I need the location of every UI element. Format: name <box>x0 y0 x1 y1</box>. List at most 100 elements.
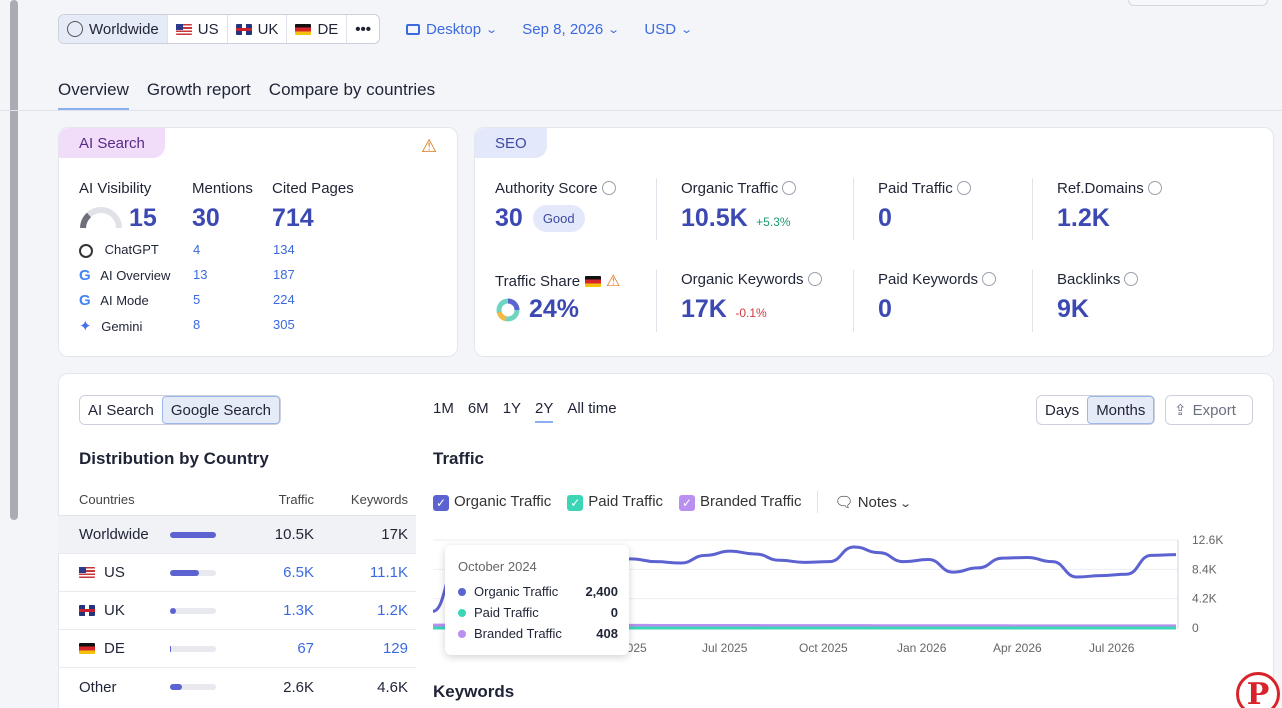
chevron-down-icon: ⌄ <box>899 498 913 510</box>
legend-organic-traffic[interactable]: ✓ Organic Traffic <box>433 493 551 511</box>
divider <box>853 270 854 332</box>
info-globe-icon <box>782 181 797 196</box>
x-tick-label: Oct 2025 <box>799 641 848 655</box>
traffic-share-bar <box>170 531 216 538</box>
organic-traffic-label: Organic Traffic <box>681 180 797 197</box>
period-all-time[interactable]: All time <box>567 400 617 417</box>
y-tick-label: 12.6K <box>1192 533 1223 547</box>
region-us[interactable]: US <box>168 15 228 43</box>
traffic-share-label: Traffic Share ⚠ <box>495 272 621 291</box>
paid-traffic-value[interactable]: 0 <box>878 204 892 232</box>
info-globe-icon <box>956 181 971 196</box>
ai-search-card: AI Search ⚠ AI Visibility Mentions Cited… <box>58 127 458 357</box>
traffic-title: Traffic <box>433 449 485 468</box>
chevron-down-icon: ⌄ <box>680 23 694 36</box>
ai-search-pill: AI Search <box>59 128 165 158</box>
organic-keywords-label: Organic Keywords <box>681 271 822 288</box>
gemini-icon: ✦ <box>79 318 92 335</box>
de-flag-icon <box>585 275 602 287</box>
table-row[interactable]: UK 1.3K 1.2K <box>58 592 416 630</box>
y-tick-label: 8.4K <box>1192 562 1217 576</box>
backlinks-value[interactable]: 9K <box>1057 295 1089 323</box>
globe-icon <box>67 21 83 37</box>
pinterest-logo[interactable]: P <box>1236 672 1280 708</box>
export-button[interactable]: ⇪ Export <box>1165 395 1253 425</box>
y-tick-label: 4.2K <box>1192 592 1217 606</box>
divider <box>656 178 657 240</box>
tab-overview[interactable]: Overview <box>58 80 129 111</box>
monitor-icon <box>406 23 421 35</box>
tab-growth-report[interactable]: Growth report <box>146 80 251 99</box>
checkbox-checked-icon: ✓ <box>679 494 696 511</box>
divider <box>817 491 819 513</box>
paid-keywords-value[interactable]: 0 <box>878 295 892 323</box>
paid-traffic-label: Paid Traffic <box>878 180 971 197</box>
tooltip-title: October 2024 <box>458 559 537 574</box>
table-header: Countries Traffic Keywords <box>58 480 416 516</box>
region-de[interactable]: DE <box>287 15 348 43</box>
warning-icon[interactable]: ⚠ <box>421 136 438 156</box>
mentions-value[interactable]: 30 <box>192 204 220 232</box>
comment-icon: 🗨 <box>834 494 854 511</box>
us-flag-icon <box>175 23 192 35</box>
distribution-title: Distribution by Country <box>79 449 269 468</box>
ai-visibility-value[interactable]: 15 <box>129 204 157 232</box>
top-right-button[interactable] <box>1128 0 1268 6</box>
donut-chart-icon <box>496 298 520 321</box>
cited-pages-value[interactable]: 714 <box>272 204 314 232</box>
ai-row-ai-mode: G AI Mode 5 224 <box>79 292 295 309</box>
paid-keywords-label: Paid Keywords <box>878 271 997 288</box>
warning-icon[interactable]: ⚠ <box>606 273 621 290</box>
legend-branded-traffic[interactable]: ✓ Branded Traffic <box>679 493 801 511</box>
granularity-days[interactable]: Days <box>1045 401 1080 419</box>
organic-keywords-row: 17K -0.1% <box>681 295 767 323</box>
x-tick-label: Jan 2026 <box>897 641 947 655</box>
period-1m[interactable]: 1M <box>433 400 454 417</box>
chatgpt-icon <box>79 243 93 258</box>
traffic-share-bar <box>170 684 216 690</box>
more-regions-button[interactable]: ••• <box>355 20 372 38</box>
source-toggle: AI Search Google Search <box>79 395 281 425</box>
table-row[interactable]: Other 2.6K 4.6K <box>79 678 408 696</box>
chart-tooltip: October 2024 Organic Traffic 2,400 Paid … <box>445 545 629 655</box>
chart-legend: ✓ Organic Traffic ✓ Paid Traffic ✓ Branded … <box>433 491 913 513</box>
period-6m[interactable]: 6M <box>467 400 489 417</box>
period-1y[interactable]: 1Y <box>502 400 522 417</box>
tab-compare-by-countries[interactable]: Compare by countries <box>268 80 436 99</box>
de-flag-icon <box>295 23 312 35</box>
legend-paid-traffic[interactable]: ✓ Paid Traffic <box>567 493 663 511</box>
traffic-share-row: 24% <box>495 295 579 324</box>
backlinks-label: Backlinks <box>1057 271 1139 288</box>
export-icon: ⇪ <box>1174 402 1187 419</box>
filter-bar: Worldwide US UK DE ••• Desktop ⌄ Sep 8, … <box>58 14 694 44</box>
source-ai-search[interactable]: AI Search <box>88 401 154 419</box>
mentions-label: Mentions <box>192 180 253 197</box>
table-row[interactable]: US 6.5K 11.1K <box>58 554 416 592</box>
granularity-months[interactable]: Months <box>1087 396 1155 424</box>
period-2y[interactable]: 2Y <box>535 400 554 423</box>
source-google-search[interactable]: Google Search <box>161 396 280 424</box>
currency-dropdown[interactable]: USD ⌄ <box>644 20 694 38</box>
country-table: Countries Traffic Keywords Worldwide 10.… <box>58 480 416 708</box>
x-tick-label: Jul 2025 <box>702 641 748 655</box>
device-dropdown[interactable]: Desktop ⌄ <box>406 21 498 38</box>
region-worldwide[interactable]: Worldwide <box>59 15 168 43</box>
ref-domains-label: Ref.Domains <box>1057 180 1162 197</box>
ai-row-gemini: ✦ Gemini 8 305 <box>79 317 295 335</box>
page-scrollbar[interactable] <box>10 0 18 520</box>
x-tick-label: Apr 2026 <box>993 641 1042 655</box>
tooltip-row: Paid Traffic 0 <box>458 605 618 620</box>
visibility-gauge-icon <box>80 207 122 229</box>
divider <box>1032 270 1033 332</box>
tooltip-row: Organic Traffic 2,400 <box>458 584 618 599</box>
notes-dropdown[interactable]: 🗨 Notes ⌄ <box>834 494 913 511</box>
table-row[interactable]: DE 67 129 <box>58 630 416 668</box>
seo-pill: SEO <box>475 128 547 158</box>
tabs-divider <box>0 110 1282 111</box>
table-row[interactable]: Worldwide 10.5K 17K <box>58 516 416 554</box>
info-globe-icon <box>982 272 997 287</box>
organic-traffic-row: 10.5K +5.3% <box>681 204 791 232</box>
date-dropdown[interactable]: Sep 8, 2026 ⌄ <box>522 20 621 38</box>
ref-domains-value[interactable]: 1.2K <box>1057 204 1110 232</box>
region-uk[interactable]: UK <box>228 15 288 43</box>
